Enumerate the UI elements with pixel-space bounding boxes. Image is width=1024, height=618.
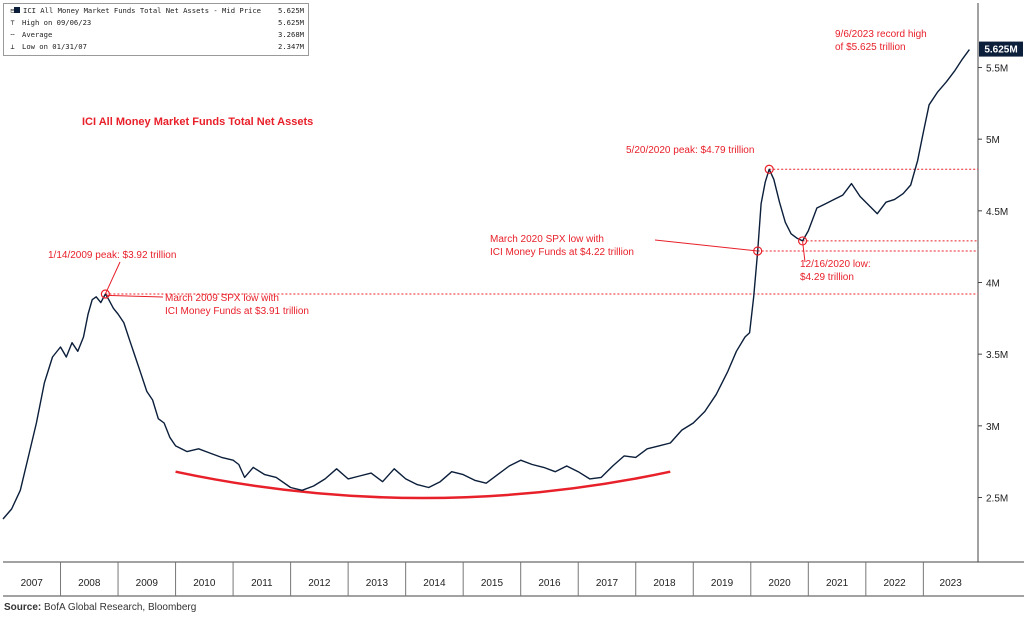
annotation-line: March 2020 SPX low with [490,234,604,245]
source-label: Source: [4,602,42,613]
x-tick-label: 2014 [423,578,446,589]
y-tick-label: 5.5M [986,64,1008,75]
annotation-peak-2009: 1/14/2009 peak: $3.92 trillion [48,250,177,261]
legend-row-value: 3.268M [278,30,304,39]
annotation-low-2020: 12/16/2020 low: $4.29 trillion [800,258,871,284]
x-tick-label: 2023 [940,578,963,589]
annotation-spx-low-2020: March 2020 SPX low with ICI Money Funds … [490,233,634,259]
y-tick-label: 4.5M [986,207,1008,218]
x-tick-label: 2022 [883,578,906,589]
last-value-badge: 5.625M [979,41,1023,57]
legend-row-high: ⊤ High on 09/06/23 5.625M [8,17,304,28]
annotation-line: of $5.625 trillion [835,42,906,53]
reference-lines [105,168,978,295]
marked-point [764,164,774,174]
high-marker-icon: ⊤ [10,19,15,27]
average-marker-icon: ╌ [10,31,15,39]
x-tick-label: 2018 [653,578,676,589]
x-tick-label: 2015 [481,578,504,589]
data-series [2,49,970,520]
legend-series-value: 5.625M [278,6,304,15]
annotation-line: 12/16/2020 low: [800,259,871,270]
annotation-record-high: 9/6/2023 record high of $5.625 trillion [835,28,927,54]
legend-row-value: 2.347M [278,42,304,51]
x-tick-label: 2008 [78,578,101,589]
last-value-badge-label: 5.625M [984,45,1017,56]
y-tick-label: 3.5M [986,350,1008,361]
annotation-leader [802,240,806,263]
annotation-line: ICI Money Funds at $3.91 trillion [165,306,309,317]
low-marker-icon: ⊥ [10,43,15,51]
series-swatch-icon [14,7,20,13]
chart-title: ICI All Money Market Funds Total Net Ass… [82,116,314,128]
legend-row-label: Average [22,30,53,39]
annotation-spx-low-2009: March 2009 SPX low with ICI Money Funds … [165,292,309,318]
x-tick-label: 2021 [826,578,849,589]
y-tick-labels: 2.5M 3M 3.5M 4M 4.5M 5M 5.5M [978,64,1008,505]
y-tick-label: 2.5M [986,494,1008,505]
y-tick-label: 5M [986,135,1000,146]
legend-row-low: ⊥ Low on 01/31/07 2.347M [8,41,304,52]
trend-arc-path [175,470,671,500]
annotation-line: $4.29 trillion [800,272,854,283]
legend-row-average: ╌ Average 3.268M [8,29,304,40]
x-tick-label: 2009 [136,578,159,589]
x-tick-label: 2011 [251,578,273,589]
legend-row-value: 5.625M [278,18,304,27]
x-tick-label: 2017 [596,578,619,589]
legend-series-name: ICI All Money Market Funds Total Net Ass… [23,6,261,15]
annotation-line: March 2009 SPX low with [165,293,279,304]
marked-points [100,164,808,299]
x-tick-label: 2020 [768,578,791,589]
legend-row-label: Low on 01/31/07 [22,42,87,51]
annotation-leaders [104,239,806,298]
x-tick-label: 2007 [21,578,44,589]
y-tick-label: 3M [986,422,1000,433]
x-tick-label: 2019 [711,578,734,589]
x-tick-labels: 2007 2008 2009 2010 2011 2012 2013 2014 2015 2016… [21,562,963,596]
annotation-peak-2020: 5/20/2020 peak: $4.79 trillion [626,145,755,156]
legend-title-row: ⊟ ICI All Money Market Funds Total Net A… [8,5,304,16]
source-note: Source: BofA Global Research, Bloomberg [4,602,196,613]
annotation-leader [104,261,121,295]
x-tick-label: 2010 [193,578,216,589]
money-funds-line [2,49,970,520]
source-text: BofA Global Research, Bloomberg [44,602,197,613]
y-tick-label: 4M [986,279,1000,290]
annotation-leader [654,239,758,252]
legend-row-label: High on 09/06/23 [22,18,92,27]
x-tick-label: 2016 [538,578,561,589]
annotation-leader [106,294,164,298]
marked-point [100,289,110,299]
chart-axes [3,3,1024,597]
annotation-line: 9/6/2023 record high [835,29,927,40]
chart-legend: ⊟ ICI All Money Market Funds Total Net A… [3,3,309,56]
last-value-badge-box [979,41,1023,57]
x-tick-label: 2012 [308,578,331,589]
x-tick-label: 2013 [366,578,389,589]
expand-icon[interactable]: ⊟ [10,7,15,15]
annotation-line: ICI Money Funds at $4.22 trillion [490,247,634,258]
trend-arc [175,470,671,500]
